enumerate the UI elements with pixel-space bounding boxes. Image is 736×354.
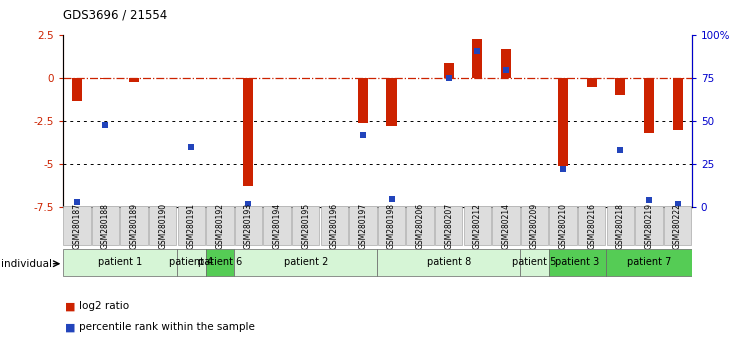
FancyBboxPatch shape bbox=[606, 249, 692, 276]
Bar bbox=[72, 78, 82, 101]
Bar bbox=[644, 78, 654, 133]
FancyBboxPatch shape bbox=[435, 206, 462, 245]
FancyBboxPatch shape bbox=[63, 206, 91, 245]
FancyBboxPatch shape bbox=[263, 206, 291, 245]
Bar bbox=[100, 78, 110, 79]
Text: percentile rank within the sample: percentile rank within the sample bbox=[79, 322, 255, 332]
FancyBboxPatch shape bbox=[406, 206, 434, 245]
Bar bbox=[501, 49, 511, 78]
FancyBboxPatch shape bbox=[177, 249, 205, 276]
Text: GSM280187: GSM280187 bbox=[72, 203, 82, 249]
Bar bbox=[444, 63, 453, 78]
Text: GSM280216: GSM280216 bbox=[587, 203, 596, 249]
FancyBboxPatch shape bbox=[92, 206, 119, 245]
Bar bbox=[244, 78, 253, 187]
FancyBboxPatch shape bbox=[377, 249, 520, 276]
FancyBboxPatch shape bbox=[635, 206, 662, 245]
Bar bbox=[473, 39, 482, 78]
FancyBboxPatch shape bbox=[235, 206, 262, 245]
Text: patient 3: patient 3 bbox=[555, 257, 600, 267]
Text: GSM280190: GSM280190 bbox=[158, 202, 167, 249]
FancyBboxPatch shape bbox=[520, 249, 549, 276]
Text: GSM280219: GSM280219 bbox=[645, 203, 654, 249]
Bar bbox=[358, 78, 368, 123]
FancyBboxPatch shape bbox=[205, 249, 234, 276]
Text: GSM280209: GSM280209 bbox=[530, 202, 539, 249]
Text: GSM280188: GSM280188 bbox=[101, 203, 110, 249]
FancyBboxPatch shape bbox=[63, 249, 177, 276]
FancyBboxPatch shape bbox=[549, 249, 606, 276]
Text: patient 8: patient 8 bbox=[427, 257, 471, 267]
Text: GSM280214: GSM280214 bbox=[501, 203, 511, 249]
Text: patient 4: patient 4 bbox=[169, 257, 213, 267]
FancyBboxPatch shape bbox=[292, 206, 319, 245]
FancyBboxPatch shape bbox=[664, 206, 691, 245]
Text: GSM280192: GSM280192 bbox=[216, 203, 224, 249]
Text: GSM280194: GSM280194 bbox=[272, 202, 282, 249]
Text: GSM280196: GSM280196 bbox=[330, 202, 339, 249]
Text: GSM280218: GSM280218 bbox=[616, 203, 625, 249]
Text: ■: ■ bbox=[65, 322, 75, 332]
Bar bbox=[558, 78, 568, 166]
Text: GSM280193: GSM280193 bbox=[244, 202, 253, 249]
Text: patient 1: patient 1 bbox=[98, 257, 142, 267]
Bar bbox=[673, 78, 682, 130]
FancyBboxPatch shape bbox=[521, 206, 548, 245]
Text: ■: ■ bbox=[65, 301, 75, 311]
Text: patient 6: patient 6 bbox=[198, 257, 242, 267]
FancyBboxPatch shape bbox=[549, 206, 577, 245]
Bar bbox=[615, 78, 626, 96]
FancyBboxPatch shape bbox=[149, 206, 177, 245]
FancyBboxPatch shape bbox=[121, 206, 148, 245]
Text: log2 ratio: log2 ratio bbox=[79, 301, 130, 311]
Text: GSM280222: GSM280222 bbox=[673, 203, 682, 249]
Bar bbox=[587, 78, 597, 87]
Text: GSM280206: GSM280206 bbox=[416, 202, 425, 249]
Text: GSM280198: GSM280198 bbox=[387, 203, 396, 249]
FancyBboxPatch shape bbox=[177, 206, 205, 245]
FancyBboxPatch shape bbox=[464, 206, 491, 245]
Text: GSM280191: GSM280191 bbox=[187, 203, 196, 249]
Text: GSM280189: GSM280189 bbox=[130, 203, 138, 249]
FancyBboxPatch shape bbox=[206, 206, 233, 245]
FancyBboxPatch shape bbox=[492, 206, 520, 245]
FancyBboxPatch shape bbox=[606, 206, 634, 245]
Text: GDS3696 / 21554: GDS3696 / 21554 bbox=[63, 9, 167, 22]
Bar bbox=[129, 78, 139, 82]
FancyBboxPatch shape bbox=[349, 206, 377, 245]
Text: individual: individual bbox=[1, 259, 52, 269]
FancyBboxPatch shape bbox=[578, 206, 606, 245]
Text: GSM280195: GSM280195 bbox=[301, 202, 310, 249]
Text: GSM280210: GSM280210 bbox=[559, 203, 567, 249]
Text: GSM280197: GSM280197 bbox=[358, 202, 367, 249]
FancyBboxPatch shape bbox=[321, 206, 348, 245]
Text: patient 2: patient 2 bbox=[283, 257, 328, 267]
Text: patient 7: patient 7 bbox=[627, 257, 671, 267]
Text: GSM280207: GSM280207 bbox=[445, 202, 453, 249]
FancyBboxPatch shape bbox=[378, 206, 406, 245]
Text: GSM280212: GSM280212 bbox=[473, 203, 482, 249]
Bar bbox=[386, 78, 397, 126]
FancyBboxPatch shape bbox=[234, 249, 377, 276]
Text: patient 5: patient 5 bbox=[512, 257, 556, 267]
